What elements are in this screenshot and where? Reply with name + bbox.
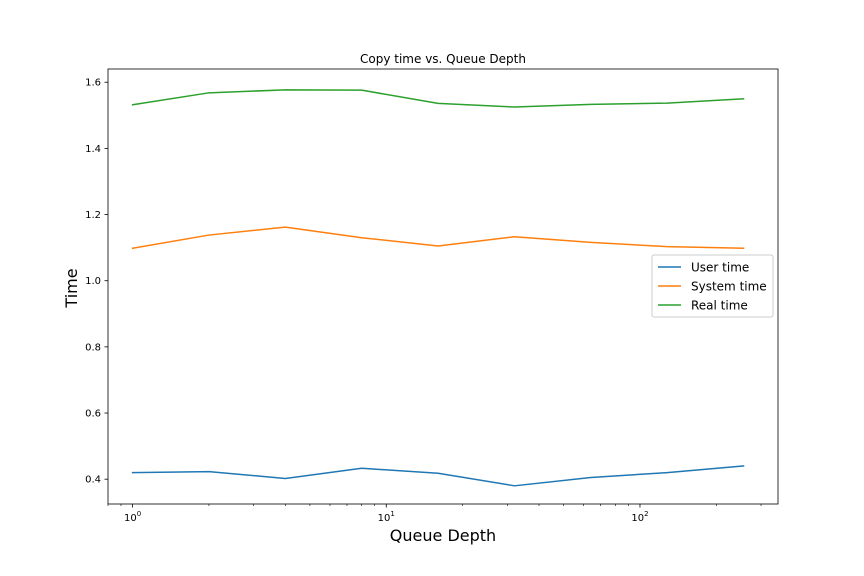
x-tick-label: 102 bbox=[631, 510, 648, 524]
x-axis-label: Queue Depth bbox=[390, 526, 496, 545]
y-tick-label: 1.6 bbox=[85, 78, 101, 89]
series-layer bbox=[131, 89, 745, 487]
y-tick-label: 1.4 bbox=[85, 144, 101, 155]
series-line-1 bbox=[131, 465, 745, 487]
legend-label-1: User time bbox=[691, 261, 749, 275]
y-tick-label: 0.8 bbox=[85, 342, 101, 353]
x-tick-label: 101 bbox=[378, 510, 395, 524]
legend: User time System time Real time bbox=[651, 254, 774, 318]
legend-label-2: System time bbox=[691, 280, 767, 294]
y-tick-label: 1.0 bbox=[85, 276, 101, 287]
series-line-3 bbox=[131, 89, 745, 108]
series-line-2 bbox=[131, 226, 745, 250]
ticks-layer: 0.4 0.6 0.8 1.0 1.2 1.4 1.6 100 101 102 bbox=[85, 78, 762, 524]
x-tick-label: 100 bbox=[124, 510, 141, 524]
y-tick-label: 0.6 bbox=[85, 409, 101, 420]
chart-title: Copy time vs. Queue Depth bbox=[360, 52, 526, 66]
legend-box bbox=[651, 254, 774, 318]
legend-label-3: Real time bbox=[691, 299, 748, 313]
y-tick-label: 1.2 bbox=[85, 210, 101, 221]
plot-area-frame bbox=[107, 68, 779, 505]
y-tick-label: 0.4 bbox=[85, 475, 101, 486]
y-axis-label: Time bbox=[62, 268, 81, 308]
